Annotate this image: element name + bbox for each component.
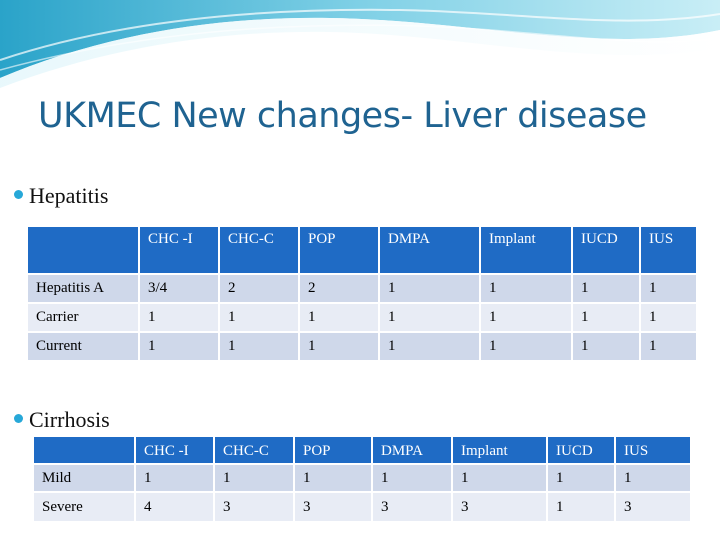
table-header-row: CHC -I CHC-C POP DMPA Implant IUCD IUS [26, 225, 698, 275]
table-cell: 3 [293, 491, 373, 523]
header-cell: POP [293, 435, 373, 465]
header-cell: POP [298, 225, 380, 275]
table-cell: 3 [614, 491, 692, 523]
table-cell: 1 [134, 463, 215, 493]
table-cell: 1 [451, 463, 548, 493]
header-cell [26, 225, 140, 275]
table-cell: 1 [546, 491, 616, 523]
table-cell: 1 [571, 302, 641, 333]
bullet-cirrhosis: Cirrhosis [14, 407, 110, 433]
header-wave-decoration [0, 0, 720, 88]
table-cell: 1 [378, 273, 481, 304]
row-label-cell: Severe [32, 491, 136, 523]
table-cell: 1 [218, 302, 300, 333]
table-row: Current 1 1 1 1 1 1 1 [26, 331, 698, 362]
table-cell: 1 [614, 463, 692, 493]
cirrhosis-table: CHC -I CHC-C POP DMPA Implant IUCD IUS M… [32, 435, 692, 523]
slide-title: UKMEC New changes- Liver disease [38, 96, 647, 136]
table-cell: 2 [218, 273, 300, 304]
header-cell: IUCD [546, 435, 616, 465]
table-row: Mild 1 1 1 1 1 1 1 [32, 463, 692, 493]
row-label-cell: Current [26, 331, 140, 362]
table-cell: 1 [639, 273, 698, 304]
table-cell: 1 [571, 331, 641, 362]
table-cell: 2 [298, 273, 380, 304]
table-row: Severe 4 3 3 3 3 1 3 [32, 491, 692, 523]
table-cell: 1 [298, 302, 380, 333]
table-header-row: CHC -I CHC-C POP DMPA Implant IUCD IUS [32, 435, 692, 465]
table-cell: 1 [298, 331, 380, 362]
table-cell: 1 [546, 463, 616, 493]
header-cell: CHC -I [138, 225, 220, 275]
bullet-dot-icon [14, 414, 23, 423]
table-cell: 1 [479, 273, 573, 304]
table-row: Carrier 1 1 1 1 1 1 1 [26, 302, 698, 333]
hepatitis-table: CHC -I CHC-C POP DMPA Implant IUCD IUS H… [26, 225, 698, 362]
header-cell: DMPA [378, 225, 481, 275]
table-cell: 4 [134, 491, 215, 523]
table-cell: 1 [479, 302, 573, 333]
table-cell: 1 [378, 302, 481, 333]
table-cell: 1 [639, 302, 698, 333]
table-cell: 3/4 [138, 273, 220, 304]
header-cell: DMPA [371, 435, 453, 465]
header-cell [32, 435, 136, 465]
bullet-label: Hepatitis [29, 183, 109, 208]
table-cell: 1 [138, 302, 220, 333]
table-row: Hepatitis A 3/4 2 2 1 1 1 1 [26, 273, 698, 304]
header-cell: Implant [479, 225, 573, 275]
table-cell: 1 [571, 273, 641, 304]
header-cell: Implant [451, 435, 548, 465]
bullet-label: Cirrhosis [29, 407, 110, 432]
table-cell: 1 [371, 463, 453, 493]
header-cell: CHC-C [218, 225, 300, 275]
table-cell: 3 [451, 491, 548, 523]
bullet-dot-icon [14, 190, 23, 199]
table-cell: 3 [371, 491, 453, 523]
header-cell: CHC -I [134, 435, 215, 465]
table-cell: 1 [218, 331, 300, 362]
table-cell: 1 [378, 331, 481, 362]
header-cell: IUS [639, 225, 698, 275]
header-cell: IUS [614, 435, 692, 465]
row-label-cell: Carrier [26, 302, 140, 333]
bullet-hepatitis: Hepatitis [14, 183, 108, 209]
header-cell: CHC-C [213, 435, 295, 465]
table-cell: 1 [213, 463, 295, 493]
table-cell: 1 [639, 331, 698, 362]
table-cell: 1 [138, 331, 220, 362]
header-cell: IUCD [571, 225, 641, 275]
table-cell: 3 [213, 491, 295, 523]
row-label-cell: Hepatitis A [26, 273, 140, 304]
row-label-cell: Mild [32, 463, 136, 493]
table-cell: 1 [293, 463, 373, 493]
table-cell: 1 [479, 331, 573, 362]
